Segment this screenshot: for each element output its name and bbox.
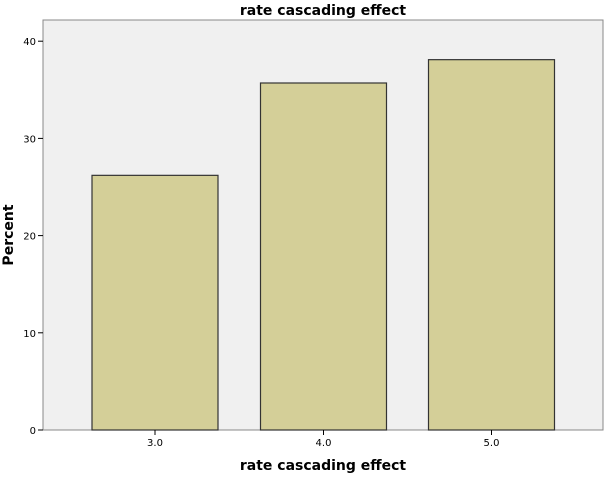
y-tick-label: 0: [30, 426, 36, 437]
x-tick-label: 4.0: [316, 438, 332, 449]
x-tick-label: 5.0: [484, 438, 500, 449]
y-tick-label: 40: [23, 37, 36, 48]
y-tick-label: 10: [23, 329, 36, 340]
bar-5.0: [427, 59, 556, 431]
x-axis-label: rate cascading effect: [240, 458, 407, 474]
y-tick-label: 30: [23, 134, 36, 145]
y-tick-label: 20: [23, 232, 36, 243]
bar-3.0: [91, 174, 219, 431]
y-axis-label: Percent: [1, 204, 17, 265]
bar-4.0: [259, 82, 388, 431]
x-tick-label: 3.0: [147, 438, 163, 449]
chart-title: rate cascading effect: [240, 3, 407, 19]
